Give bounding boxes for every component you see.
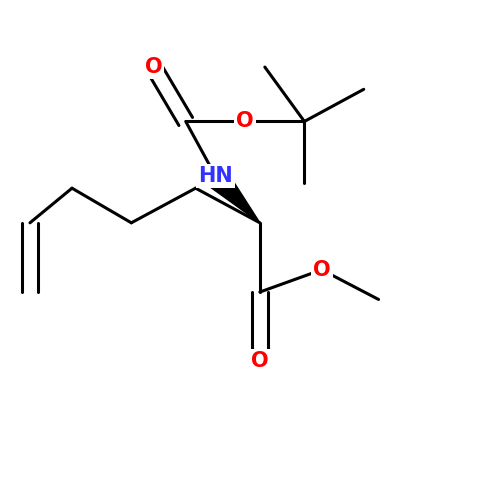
Text: O: O (145, 57, 162, 77)
Text: HN: HN (198, 166, 233, 186)
Polygon shape (206, 168, 260, 223)
Text: O: O (251, 351, 268, 371)
Text: O: O (236, 112, 254, 132)
Text: O: O (313, 260, 330, 280)
